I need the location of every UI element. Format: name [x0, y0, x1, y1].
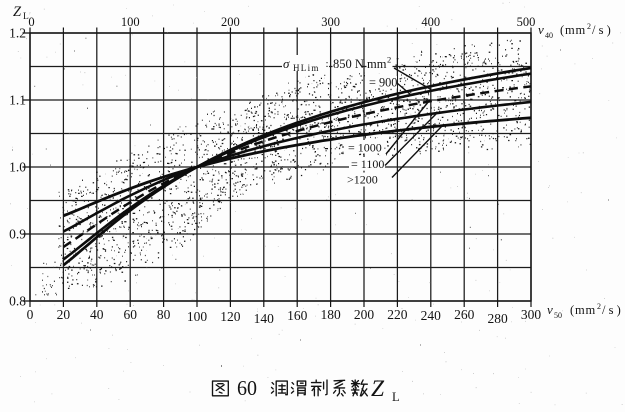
svg-text:0.8: 0.8 — [9, 294, 26, 309]
svg-text:500: 500 — [517, 15, 536, 29]
svg-text:280: 280 — [487, 311, 508, 326]
svg-text:80: 80 — [157, 307, 171, 322]
svg-text:400: 400 — [421, 15, 440, 29]
svg-text:20: 20 — [57, 307, 71, 322]
svg-text:120: 120 — [220, 309, 241, 324]
svg-text:0: 0 — [27, 307, 34, 322]
svg-text:0.9: 0.9 — [9, 227, 26, 242]
svg-text:300: 300 — [521, 307, 542, 322]
svg-text:1.2: 1.2 — [9, 26, 26, 41]
svg-text:2: 2 — [597, 302, 601, 311]
svg-text:L: L — [392, 390, 400, 404]
svg-text:(mm: (mm — [560, 23, 586, 37]
svg-text:L: L — [23, 12, 29, 22]
svg-text:60: 60 — [237, 376, 257, 400]
svg-text:60: 60 — [123, 307, 137, 322]
svg-text:v: v — [538, 22, 544, 37]
svg-text:2: 2 — [387, 55, 391, 65]
svg-text:100: 100 — [187, 309, 208, 324]
svg-text:1.0: 1.0 — [9, 160, 26, 175]
svg-text:140: 140 — [254, 311, 275, 326]
svg-text:/ s ): / s ) — [602, 303, 621, 317]
svg-text:160: 160 — [287, 308, 308, 323]
svg-text:v: v — [547, 302, 553, 317]
svg-text:1.1: 1.1 — [9, 93, 26, 108]
svg-text:mm: mm — [367, 57, 387, 71]
svg-text:100: 100 — [121, 15, 140, 29]
svg-text:300: 300 — [321, 15, 340, 29]
svg-text:= 1000: = 1000 — [348, 141, 382, 155]
svg-text:200: 200 — [354, 307, 375, 322]
svg-text:240: 240 — [421, 308, 442, 323]
svg-text:= 900: = 900 — [369, 76, 397, 90]
svg-text:200: 200 — [221, 15, 240, 29]
svg-text:0: 0 — [28, 15, 34, 29]
svg-text:850 N: 850 N — [333, 57, 364, 71]
svg-text:260: 260 — [454, 307, 475, 322]
svg-text:HLim: HLim — [293, 63, 320, 73]
svg-text:40: 40 — [90, 307, 104, 322]
svg-text:180: 180 — [320, 307, 341, 322]
svg-text:(mm: (mm — [570, 303, 596, 317]
svg-text:σ: σ — [283, 56, 290, 71]
svg-text::: : — [326, 58, 329, 70]
svg-text:Z: Z — [13, 4, 22, 20]
svg-text:Z: Z — [371, 376, 385, 402]
svg-text:2: 2 — [587, 22, 591, 31]
svg-text:>1200: >1200 — [347, 173, 378, 187]
svg-text:220: 220 — [387, 307, 408, 322]
svg-text:= 1100: = 1100 — [351, 157, 384, 171]
svg-text:/ s ): / s ) — [592, 23, 611, 37]
svg-text:50: 50 — [554, 311, 562, 320]
svg-text:40: 40 — [545, 31, 553, 40]
